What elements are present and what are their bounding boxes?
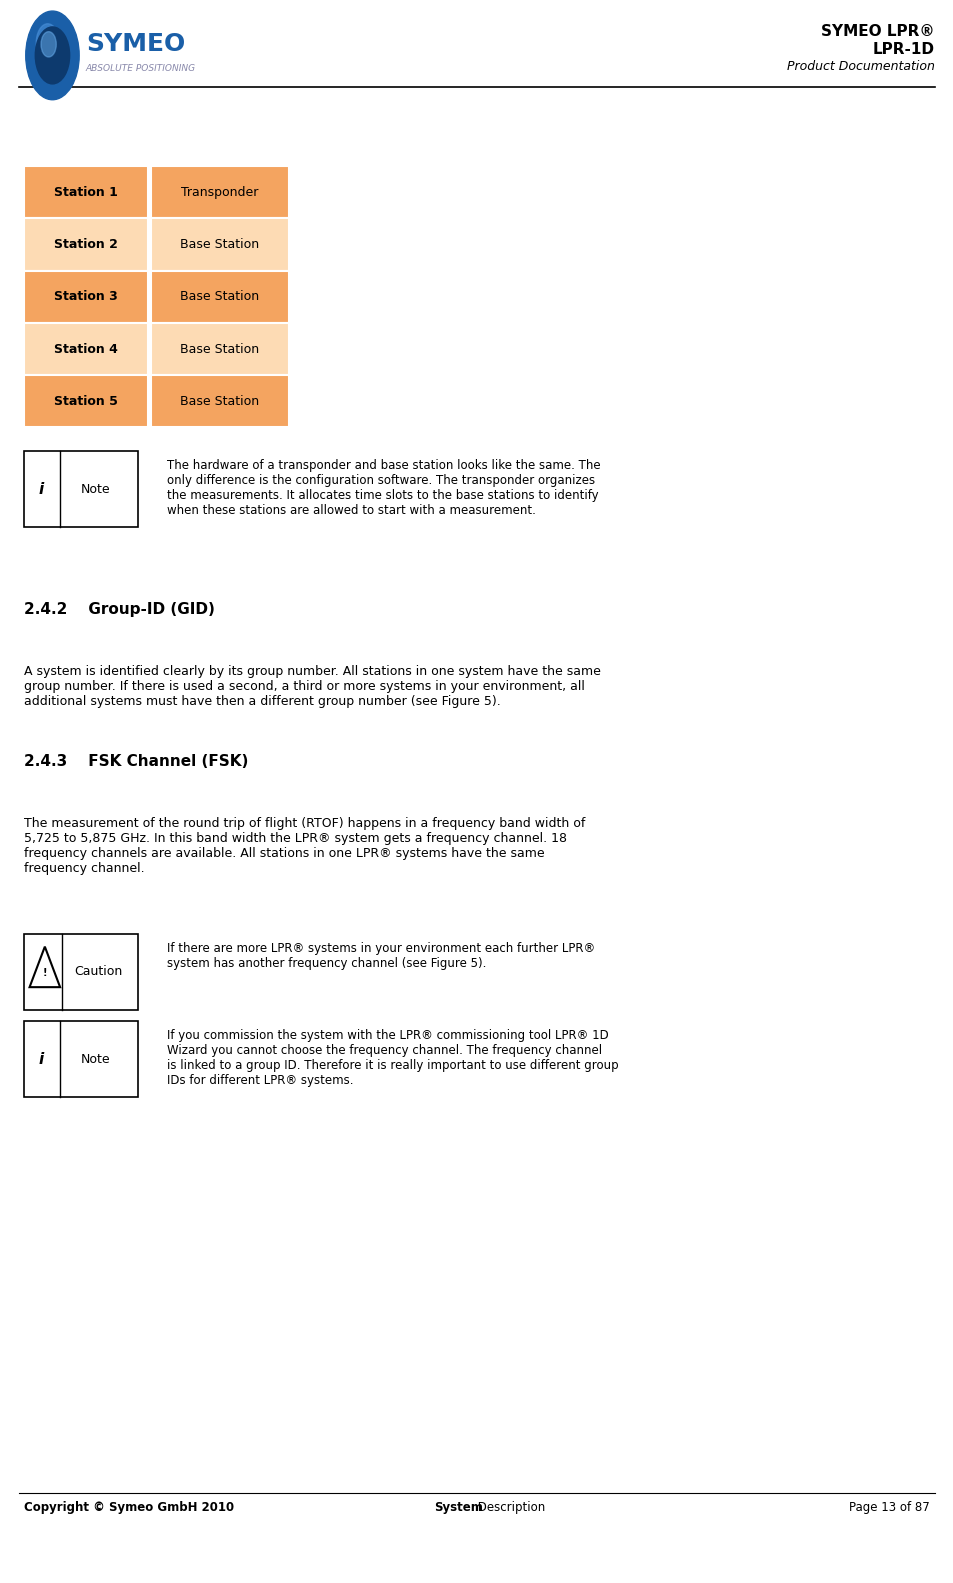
FancyBboxPatch shape (24, 166, 148, 218)
Text: Note: Note (80, 1053, 111, 1065)
Text: Copyright © Symeo GmbH 2010: Copyright © Symeo GmbH 2010 (24, 1501, 233, 1513)
Circle shape (36, 24, 59, 62)
FancyBboxPatch shape (151, 323, 289, 375)
Text: Base Station: Base Station (180, 237, 259, 252)
Text: Station 2: Station 2 (54, 237, 117, 252)
Text: i: i (38, 1051, 44, 1067)
FancyBboxPatch shape (24, 451, 138, 527)
Text: The hardware of a transponder and base station looks like the same. The
only dif: The hardware of a transponder and base s… (167, 459, 600, 518)
FancyBboxPatch shape (151, 166, 289, 218)
Text: Page 13 of 87: Page 13 of 87 (848, 1501, 929, 1513)
Text: If there are more LPR® systems in your environment each further LPR®
system has : If there are more LPR® systems in your e… (167, 942, 595, 970)
FancyBboxPatch shape (24, 323, 148, 375)
FancyBboxPatch shape (151, 271, 289, 323)
Text: Station 3: Station 3 (54, 290, 117, 304)
Text: ABSOLUTE POSITIONING: ABSOLUTE POSITIONING (86, 63, 195, 73)
Text: Note: Note (80, 483, 111, 495)
Text: Transponder: Transponder (181, 185, 258, 199)
Text: The measurement of the round trip of flight (RTOF) happens in a frequency band w: The measurement of the round trip of fli… (24, 817, 584, 875)
Circle shape (26, 11, 79, 100)
Text: If you commission the system with the LPR® commissioning tool LPR® 1D
Wizard you: If you commission the system with the LP… (167, 1029, 618, 1088)
Text: Product Documentation: Product Documentation (786, 60, 934, 73)
Text: Caution: Caution (74, 966, 122, 978)
Circle shape (35, 27, 70, 84)
Text: SYMEO LPR®: SYMEO LPR® (821, 24, 934, 40)
Text: Description: Description (474, 1501, 545, 1513)
Text: Station 4: Station 4 (54, 342, 117, 356)
FancyBboxPatch shape (24, 934, 138, 1010)
Text: 2.4.3    FSK Channel (FSK): 2.4.3 FSK Channel (FSK) (24, 754, 248, 768)
FancyBboxPatch shape (151, 218, 289, 271)
Text: Station 5: Station 5 (54, 394, 117, 408)
FancyBboxPatch shape (24, 271, 148, 323)
Text: Base Station: Base Station (180, 394, 259, 408)
Text: i: i (38, 481, 44, 497)
Text: SYMEO: SYMEO (86, 32, 185, 57)
Text: 2.4.2    Group-ID (GID): 2.4.2 Group-ID (GID) (24, 602, 214, 616)
Text: LPR-1D: LPR-1D (872, 41, 934, 57)
Text: Base Station: Base Station (180, 342, 259, 356)
FancyBboxPatch shape (151, 375, 289, 427)
Polygon shape (30, 947, 60, 988)
Text: A system is identified clearly by its group number. All stations in one system h: A system is identified clearly by its gr… (24, 665, 600, 708)
Text: Base Station: Base Station (180, 290, 259, 304)
FancyBboxPatch shape (24, 375, 148, 427)
Text: Station 1: Station 1 (54, 185, 117, 199)
FancyBboxPatch shape (24, 218, 148, 271)
Text: System: System (434, 1501, 482, 1513)
FancyBboxPatch shape (24, 1021, 138, 1097)
Circle shape (41, 32, 56, 57)
Text: !: ! (43, 969, 47, 978)
